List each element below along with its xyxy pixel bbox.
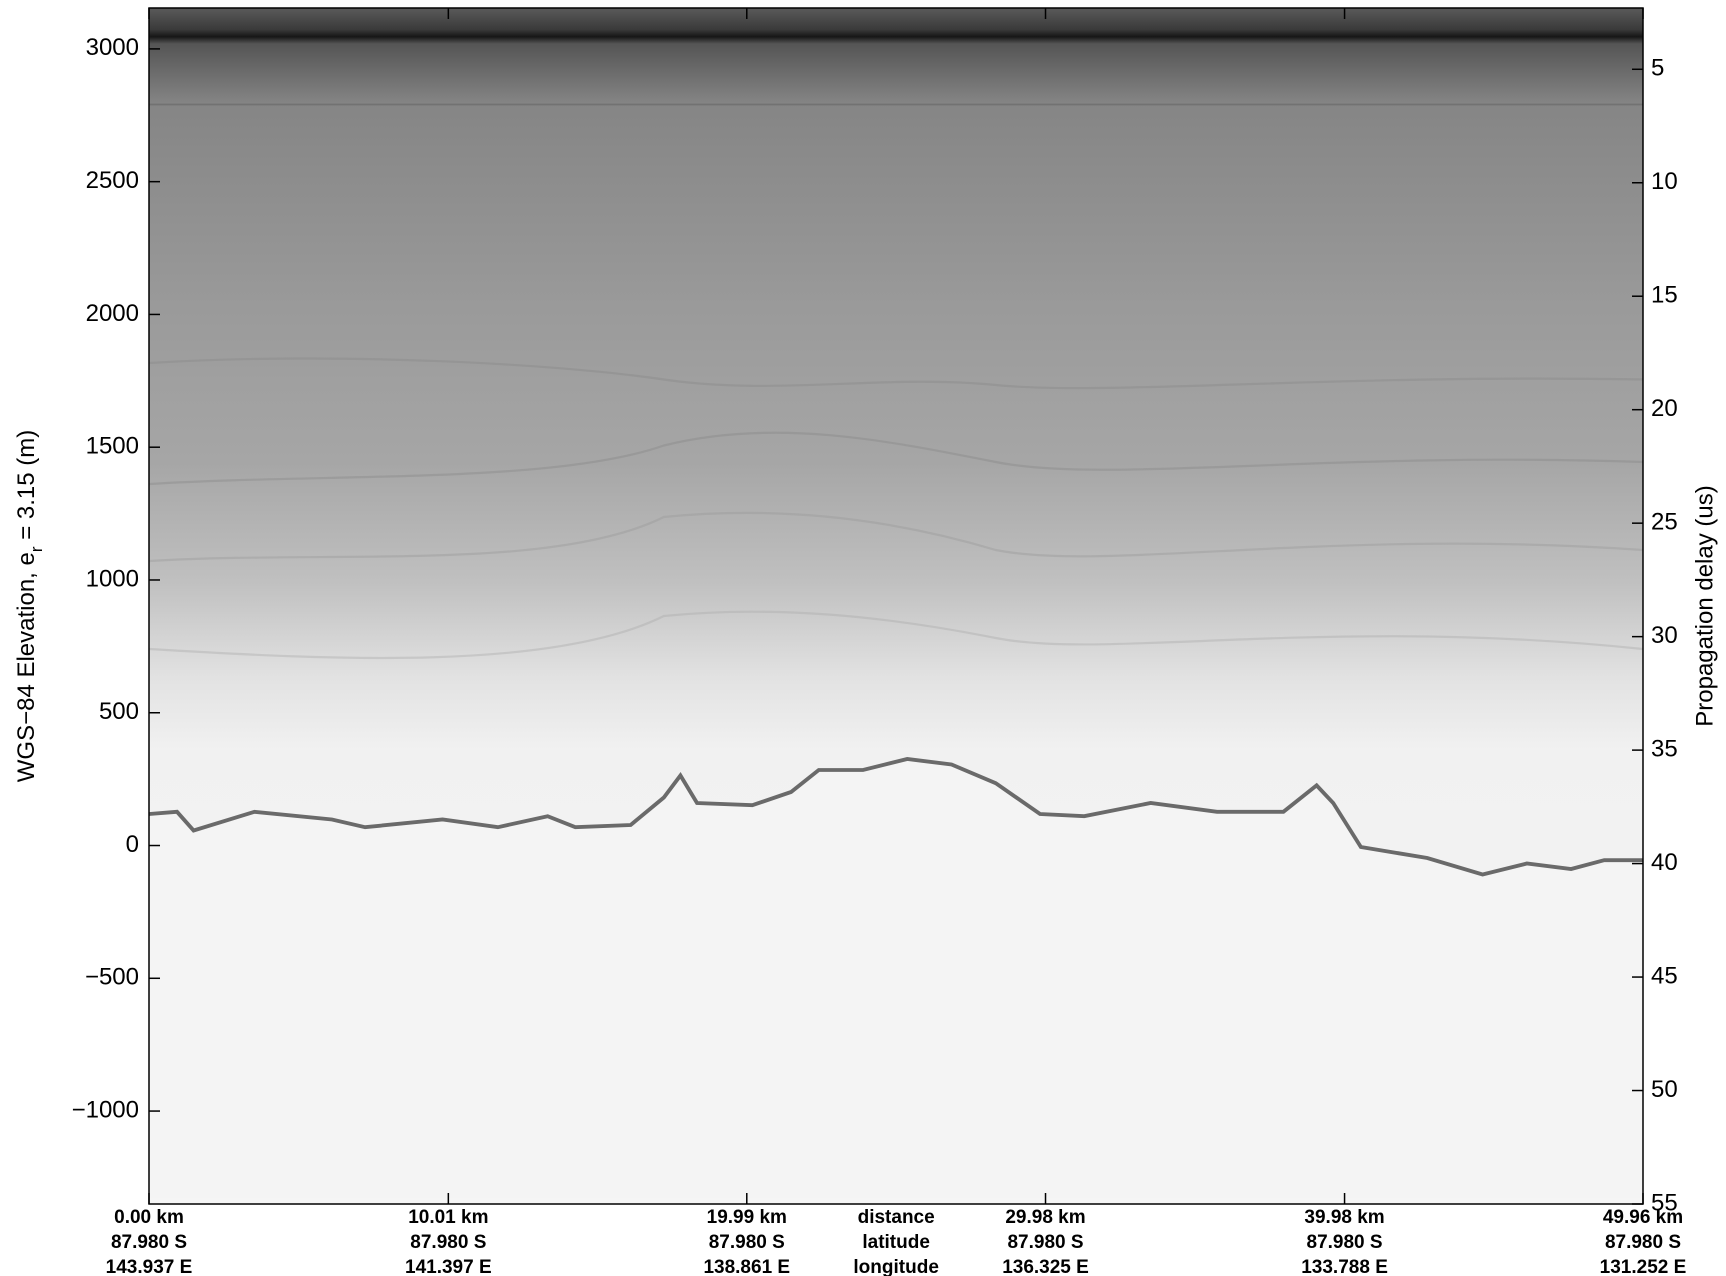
- x-tick-label: 0.00 km: [114, 1207, 184, 1228]
- y-label-suffix: = 3.15 (m): [13, 430, 40, 547]
- longitude-label: 138.861 E: [703, 1257, 790, 1276]
- latitude-label: 87.980 S: [1007, 1232, 1083, 1253]
- x-tick-label: 10.01 km: [408, 1207, 488, 1228]
- y2-tick-label: 30: [1651, 622, 1678, 649]
- y2-tick-label: 50: [1651, 1076, 1678, 1103]
- y2-axis-label: Propagation delay (us): [1691, 485, 1718, 726]
- y2-tick-label: 20: [1651, 395, 1678, 422]
- y-axis-label: WGS−84 Elevation, er = 3.15 (m): [13, 430, 46, 783]
- latitude-label: 87.980 S: [410, 1232, 486, 1253]
- y2-tick-label: 55: [1651, 1189, 1678, 1216]
- y-tick-label: 2500: [86, 167, 139, 194]
- plot-frame: [148, 7, 1644, 1205]
- y-tick-label: 3000: [86, 34, 139, 61]
- y2-tick-label: 35: [1651, 735, 1678, 762]
- longitude-label: 131.252 E: [1600, 1257, 1687, 1276]
- latitude-label: 87.980 S: [709, 1232, 785, 1253]
- x-tick-label: 49.96 km: [1603, 1207, 1683, 1228]
- y2-tick-label: 40: [1651, 849, 1678, 876]
- echogram-features: [149, 103, 1644, 1198]
- latitude-label: 87.980 S: [1605, 1232, 1681, 1253]
- y2-tick-label: 45: [1651, 962, 1678, 989]
- latitude-label: 87.980 S: [111, 1232, 187, 1253]
- row-name: longitude: [853, 1257, 938, 1276]
- row-name: latitude: [862, 1232, 930, 1253]
- x-tick-label: 29.98 km: [1005, 1207, 1085, 1228]
- longitude-label: 143.937 E: [106, 1257, 193, 1276]
- longitude-label: 136.325 E: [1002, 1257, 1089, 1276]
- y-tick-label: −500: [85, 964, 139, 991]
- y-label-subscript: r: [27, 546, 46, 552]
- y-tick-label: 0: [126, 831, 139, 858]
- y-tick-label: 500: [99, 698, 139, 725]
- y-tick-label: 2000: [86, 300, 139, 327]
- y2-tick-label: 10: [1651, 168, 1678, 195]
- y-tick-label: −1000: [72, 1096, 139, 1123]
- y-tick-label: 1500: [86, 433, 139, 460]
- y-label-text: WGS−84 Elevation, e: [13, 552, 40, 782]
- echogram: [148, 7, 1644, 1205]
- longitude-label: 141.397 E: [405, 1257, 492, 1276]
- latitude-label: 87.980 S: [1307, 1232, 1383, 1253]
- y2-tick-label: 15: [1651, 282, 1678, 309]
- x-tick-label: 19.99 km: [707, 1207, 787, 1228]
- y-tick-label: 1000: [86, 565, 139, 592]
- longitude-label: 133.788 E: [1301, 1257, 1388, 1276]
- y2-tick-label: 5: [1651, 55, 1664, 82]
- y2-tick-label: 25: [1651, 509, 1678, 536]
- row-name: distance: [858, 1207, 935, 1228]
- x-tick-label: 39.98 km: [1304, 1207, 1384, 1228]
